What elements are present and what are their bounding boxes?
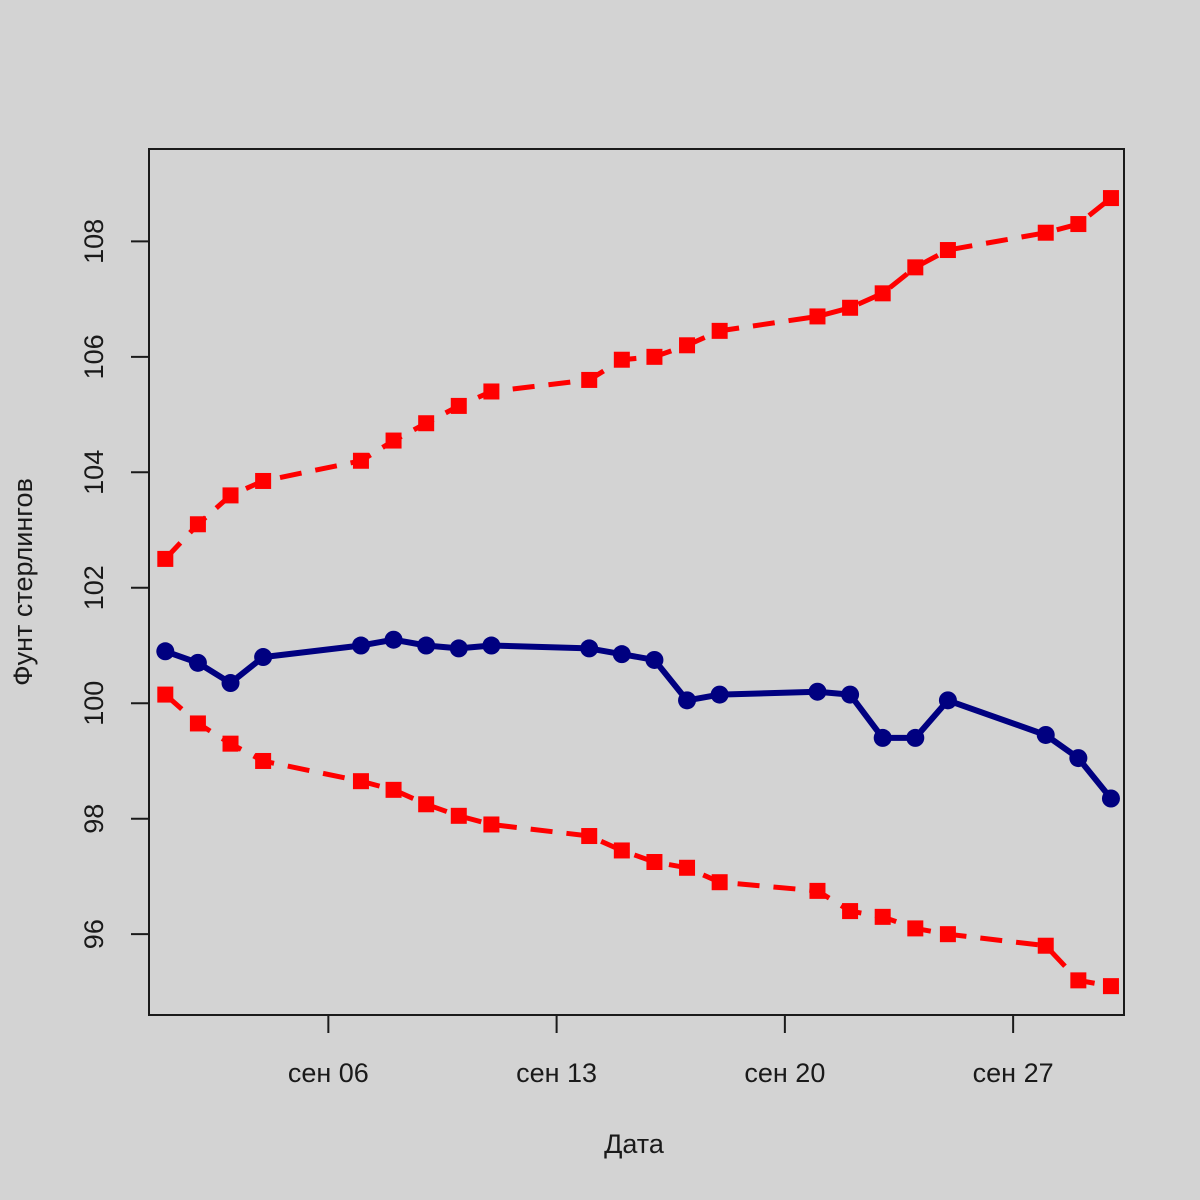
- data-point: [157, 550, 174, 567]
- series-upper: [157, 190, 1119, 567]
- data-point: [906, 728, 925, 747]
- data-point: [613, 842, 630, 859]
- data-point: [221, 674, 240, 693]
- data-point: [711, 874, 728, 891]
- x-tick-label: сен 06: [288, 1058, 369, 1088]
- data-point: [679, 859, 696, 876]
- data-point: [646, 854, 663, 871]
- data-point: [841, 685, 860, 704]
- data-point: [580, 639, 599, 658]
- data-point: [222, 735, 239, 752]
- plot-frame: [148, 148, 1125, 1016]
- x-tick-label: сен 13: [516, 1058, 597, 1088]
- data-point: [483, 383, 500, 400]
- data-point: [1102, 978, 1119, 995]
- y-axis-label: Фунт стерлингов: [8, 478, 38, 686]
- data-point: [418, 415, 435, 432]
- data-point: [385, 432, 402, 449]
- y-tick-label: 106: [79, 334, 109, 379]
- data-point: [874, 908, 891, 925]
- y-tick-label: 108: [79, 219, 109, 264]
- data-point: [1102, 190, 1119, 207]
- data-point: [938, 691, 957, 710]
- data-point: [711, 322, 728, 339]
- data-point: [483, 816, 500, 833]
- data-point: [255, 472, 272, 489]
- data-point: [809, 308, 826, 325]
- data-point: [255, 752, 272, 769]
- data-point: [450, 397, 467, 414]
- data-point: [939, 242, 956, 259]
- y-tick-label: 98: [79, 804, 109, 834]
- data-point: [645, 650, 664, 669]
- y-tick-label: 104: [79, 450, 109, 495]
- data-point: [808, 682, 827, 701]
- series-line-upper: [163, 196, 1113, 561]
- data-point: [710, 685, 729, 704]
- data-point: [449, 639, 468, 658]
- series-layer: [156, 190, 1120, 995]
- y-tick-label: 96: [79, 919, 109, 949]
- data-point: [417, 636, 436, 655]
- data-point: [907, 920, 924, 937]
- data-point: [874, 285, 891, 302]
- data-point: [873, 728, 892, 747]
- data-point: [188, 653, 207, 672]
- data-point: [679, 337, 696, 354]
- x-axis-label: Дата: [604, 1129, 665, 1159]
- series-line-lower: [163, 692, 1112, 989]
- data-point: [189, 715, 206, 732]
- data-point: [1070, 972, 1087, 989]
- data-point: [907, 259, 924, 276]
- data-point: [581, 371, 598, 388]
- series-price: [156, 630, 1120, 808]
- data-point: [222, 487, 239, 504]
- data-point: [842, 903, 859, 920]
- data-point: [1037, 224, 1054, 241]
- series-lower: [157, 686, 1119, 995]
- data-point: [482, 636, 501, 655]
- data-point: [351, 636, 370, 655]
- data-point: [939, 926, 956, 943]
- data-point: [613, 351, 630, 368]
- data-point: [612, 645, 631, 664]
- y-tick-label: 102: [79, 565, 109, 610]
- data-point: [385, 781, 402, 798]
- x-tick-label: сен 27: [973, 1058, 1054, 1088]
- data-point: [581, 828, 598, 845]
- data-point: [1036, 725, 1055, 744]
- data-point: [1101, 789, 1120, 808]
- x-axis: сен 06 сен 13 сен 20 сен 27: [288, 1015, 1054, 1088]
- data-point: [842, 299, 859, 316]
- y-axis: 96 98 100 102 104 106 108: [79, 219, 149, 949]
- data-point: [254, 648, 273, 667]
- data-point: [1070, 216, 1087, 233]
- data-point: [1069, 749, 1088, 768]
- data-point: [450, 807, 467, 824]
- data-point: [809, 882, 826, 899]
- data-point: [156, 642, 175, 661]
- data-point: [352, 452, 369, 469]
- data-point: [189, 516, 206, 533]
- y-tick-label: 100: [79, 681, 109, 726]
- x-tick-label: сен 20: [744, 1058, 825, 1088]
- series-line-price: [164, 636, 1114, 801]
- data-point: [646, 348, 663, 365]
- data-point: [678, 691, 697, 710]
- data-point: [418, 796, 435, 813]
- data-point: [352, 773, 369, 790]
- data-point: [384, 630, 403, 649]
- data-point: [1037, 937, 1054, 954]
- data-point: [157, 686, 174, 703]
